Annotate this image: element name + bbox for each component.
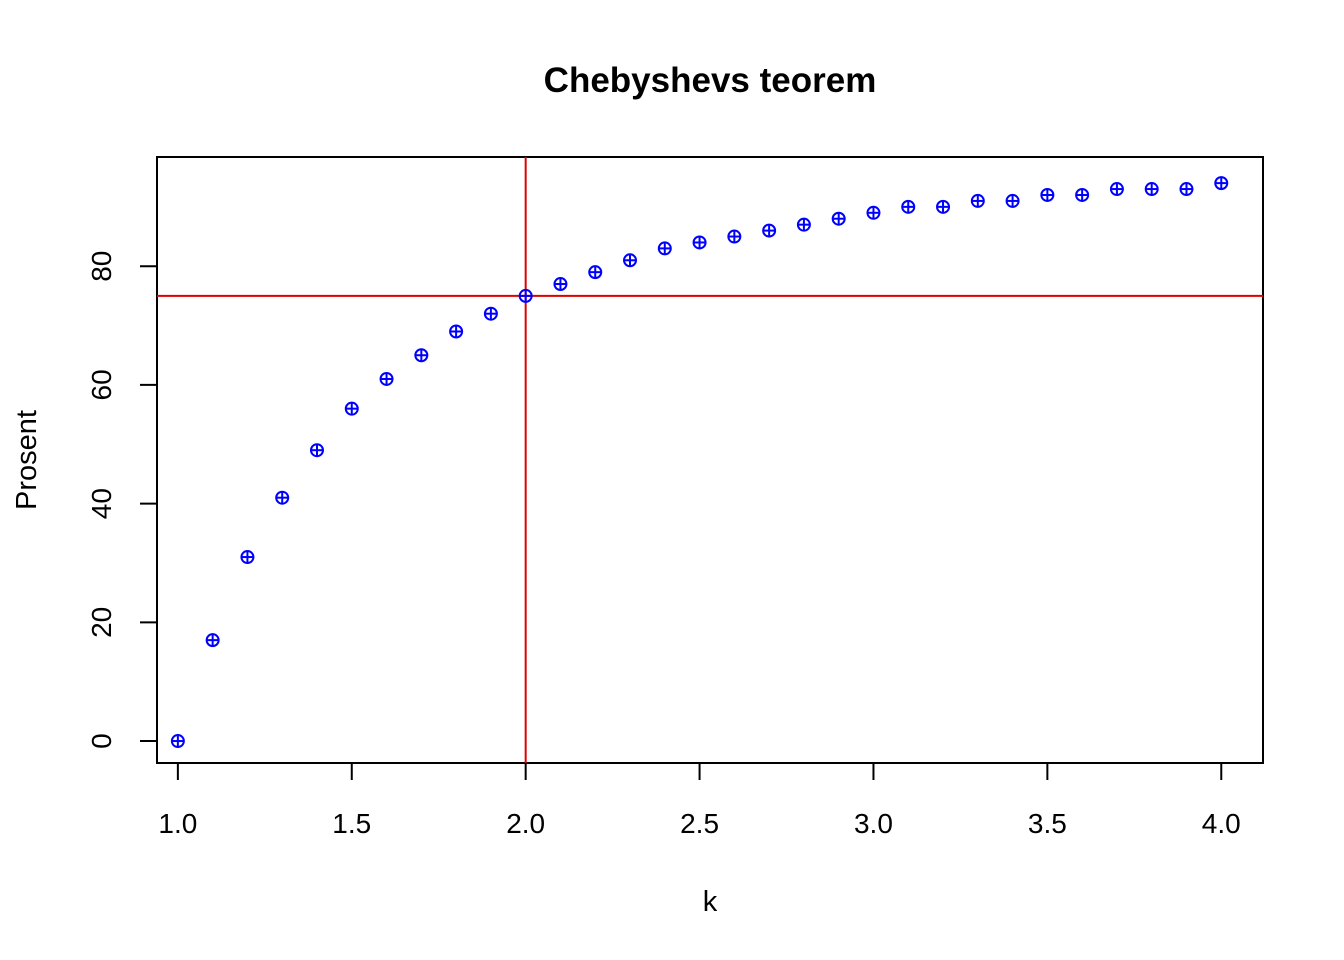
data-point <box>414 348 429 363</box>
data-point <box>170 734 185 749</box>
x-tick-label: 1.5 <box>332 808 371 839</box>
x-axis-label: k <box>703 886 718 918</box>
data-point <box>1144 182 1159 197</box>
x-tick-label: 3.0 <box>854 808 893 839</box>
data-point <box>483 306 498 321</box>
data-point <box>1109 182 1124 197</box>
x-tick-label: 1.0 <box>158 808 197 839</box>
data-point <box>762 223 777 238</box>
data-point <box>379 371 394 386</box>
data-point <box>727 229 742 244</box>
y-tick-label: 20 <box>86 607 117 638</box>
y-axis-label: Prosent <box>11 410 43 510</box>
data-point <box>831 211 846 226</box>
data-point <box>657 241 672 256</box>
data-points <box>170 176 1229 749</box>
data-point <box>866 205 881 220</box>
data-point <box>1040 187 1055 202</box>
y-tick-label: 0 <box>86 733 117 749</box>
data-point <box>796 217 811 232</box>
data-point <box>1179 182 1194 197</box>
y-tick-label: 60 <box>86 369 117 400</box>
data-point <box>588 265 603 280</box>
x-tick-label: 2.5 <box>680 808 719 839</box>
y-tick-label: 40 <box>86 488 117 519</box>
data-point <box>240 550 255 565</box>
data-point <box>901 199 916 214</box>
data-point <box>309 443 324 458</box>
data-point <box>692 235 707 250</box>
data-point <box>1214 176 1229 191</box>
data-point <box>449 324 464 339</box>
plot-frame <box>156 156 1264 764</box>
x-tick-label: 4.0 <box>1202 808 1241 839</box>
x-tick-label: 2.0 <box>506 808 545 839</box>
data-point <box>205 633 220 648</box>
x-tick-label: 3.5 <box>1028 808 1067 839</box>
x-axis: 1.0 1.5 2.0 2.5 3.0 3.5 4.0 <box>158 762 1241 839</box>
data-point <box>1005 193 1020 208</box>
y-axis: 0 20 40 60 80 <box>86 251 158 749</box>
data-point <box>623 253 638 268</box>
data-point <box>1075 187 1090 202</box>
data-point <box>936 199 951 214</box>
chart-title: Chebyshevs teorem <box>544 61 877 100</box>
data-point <box>275 490 290 505</box>
data-point <box>518 288 533 303</box>
data-point <box>553 277 568 292</box>
y-tick-label: 80 <box>86 251 117 282</box>
data-point <box>970 193 985 208</box>
data-point <box>344 401 359 416</box>
